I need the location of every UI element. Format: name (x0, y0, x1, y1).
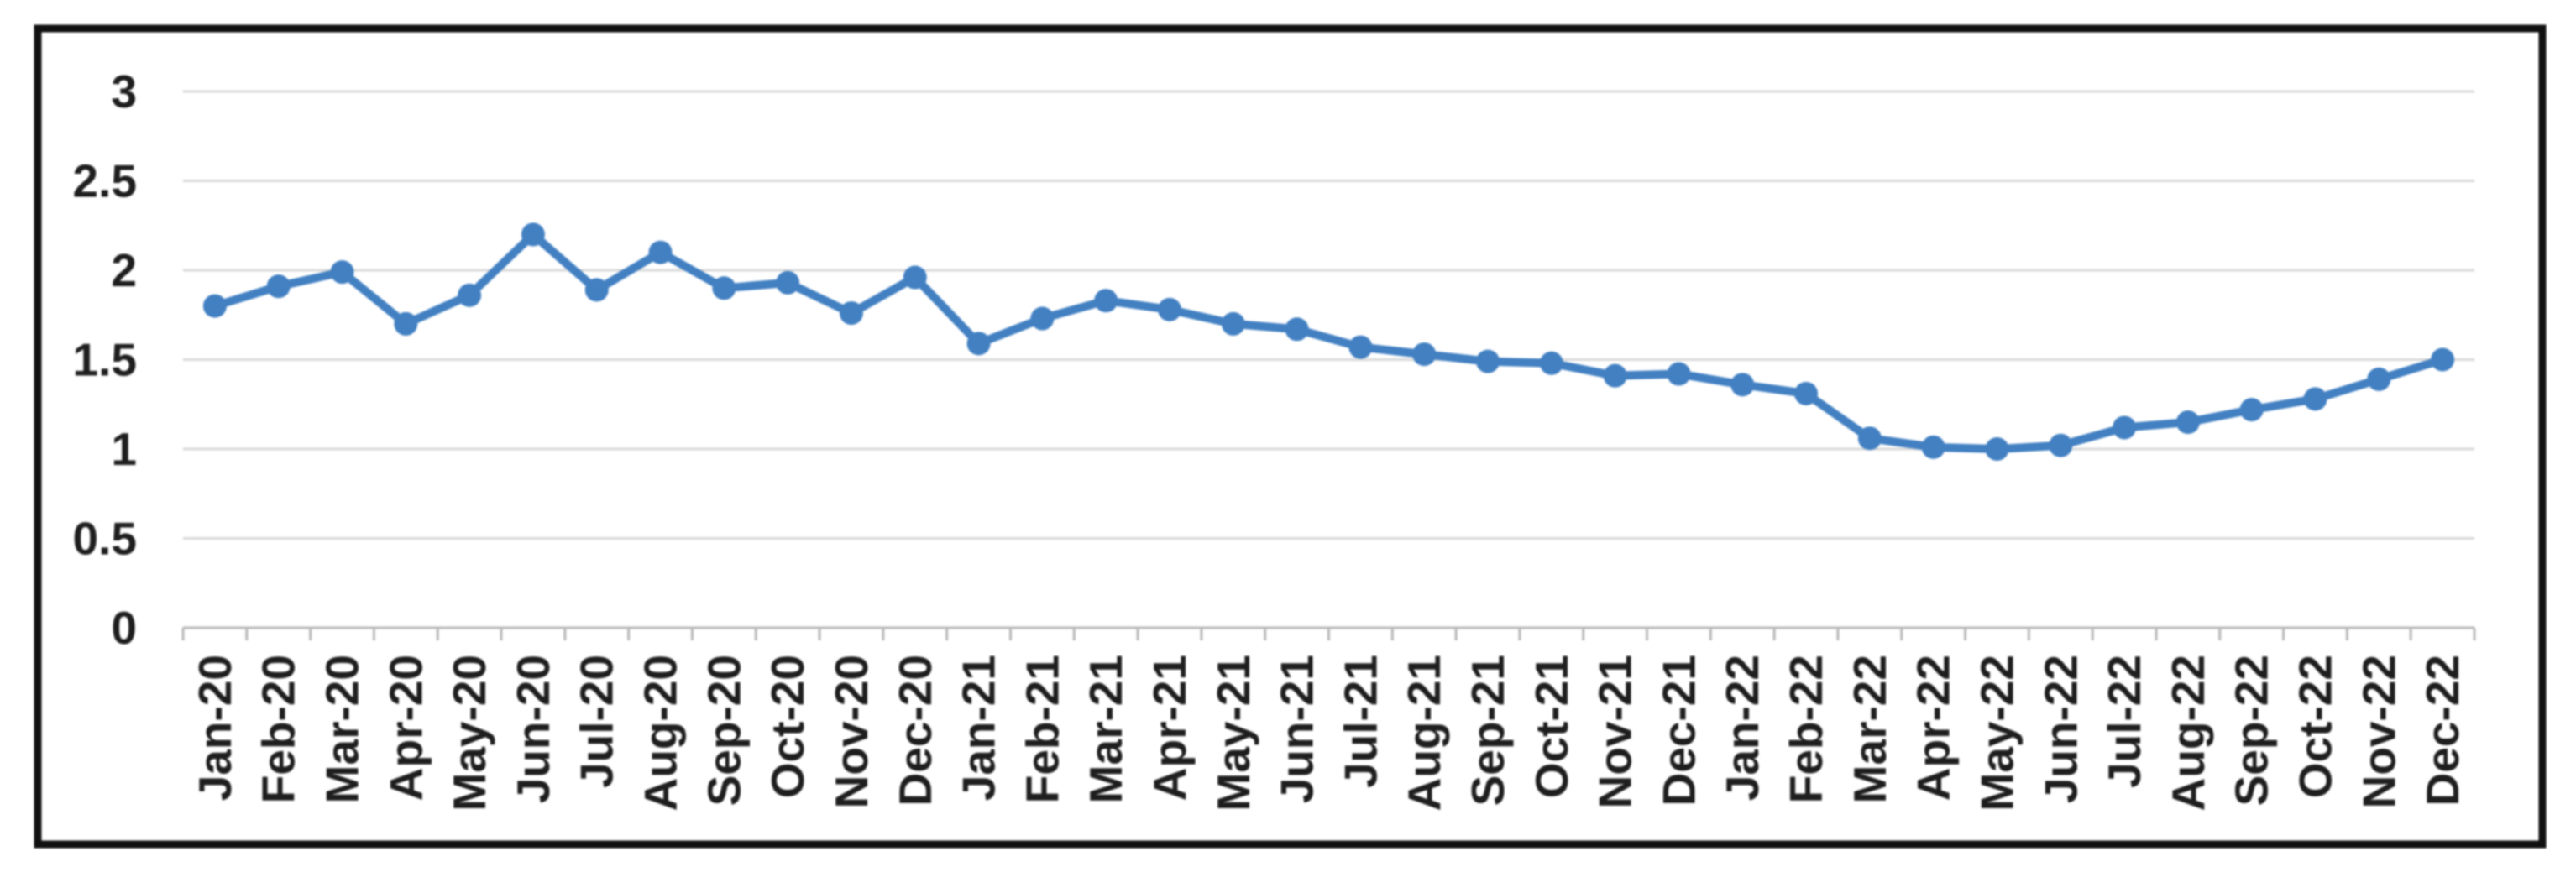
x-tick-label: Jan-21 (953, 655, 1005, 801)
x-tick-label: Aug-21 (1398, 655, 1450, 811)
y-tick-label: 3 (111, 65, 137, 117)
x-tick-label: Oct-22 (2289, 655, 2341, 798)
data-point-marker (1476, 349, 1500, 373)
x-tick-label: Nov-20 (825, 655, 877, 808)
x-tick-label: Dec-21 (1652, 655, 1704, 806)
x-tick-label: Sep-22 (2226, 655, 2278, 806)
y-tick-label: 1 (111, 423, 137, 475)
data-point-marker (2303, 387, 2327, 411)
x-tick-label: Jun-21 (1271, 655, 1323, 803)
x-tick-label: Jun-20 (507, 655, 559, 803)
x-tick-label: Mar-21 (1080, 655, 1132, 803)
data-point-marker (839, 301, 863, 326)
data-point-marker (903, 265, 927, 290)
x-tick-label: Feb-22 (1780, 655, 1832, 803)
data-point-marker (712, 276, 736, 300)
data-point-marker (584, 278, 609, 302)
data-point-marker (1730, 373, 1755, 397)
x-tick-label: Jan-22 (1716, 655, 1768, 801)
x-tick-label: Oct-20 (762, 655, 814, 798)
data-point-marker (521, 222, 545, 247)
data-point-marker (1921, 435, 1945, 459)
y-tick-label: 0 (111, 602, 137, 654)
x-tick-label: Feb-21 (1016, 655, 1068, 803)
data-point-marker (2367, 367, 2391, 391)
x-tick-label: Mar-20 (317, 655, 369, 803)
data-point-marker (202, 294, 227, 318)
data-point-marker (648, 240, 673, 264)
x-tick-label: May-21 (1207, 655, 1259, 811)
x-tick-label: Jun-22 (2034, 655, 2086, 803)
x-tick-label: Jul-21 (1334, 655, 1386, 788)
data-point-marker (1539, 351, 1563, 375)
x-tick-label: Jul-22 (2098, 655, 2150, 788)
x-tick-label: Sep-21 (1462, 655, 1514, 806)
x-tick-label: May-20 (443, 655, 495, 811)
data-point-marker (2175, 410, 2200, 435)
data-point-marker (776, 270, 800, 295)
y-tick-label: 0.5 (73, 513, 137, 565)
data-point-marker (2431, 347, 2455, 372)
y-tick-label: 1.5 (73, 334, 137, 386)
y-tick-label: 2 (111, 244, 137, 296)
data-point-marker (458, 283, 482, 307)
x-tick-label: Oct-21 (1526, 655, 1578, 798)
x-tick-label: Jan-20 (189, 655, 241, 801)
x-tick-label: Apr-22 (1908, 655, 1960, 801)
data-point-marker (1221, 311, 1245, 336)
x-tick-label: Feb-20 (253, 655, 305, 803)
x-tick-label: Sep-20 (698, 655, 750, 806)
data-point-marker (1985, 437, 2009, 461)
data-point-marker (1348, 335, 1373, 359)
data-point-marker (1412, 342, 1437, 367)
data-point-marker (1157, 297, 1181, 321)
x-tick-label: Dec-20 (889, 655, 941, 806)
data-point-marker (1285, 317, 1309, 342)
data-point-marker (966, 332, 991, 356)
x-tick-label: Aug-20 (635, 655, 687, 811)
data-point-marker (1794, 381, 1819, 405)
x-tick-label: Dec-22 (2416, 655, 2469, 806)
data-point-marker (1603, 363, 1627, 388)
x-tick-label: May-22 (1971, 655, 2023, 811)
data-point-marker (1667, 362, 1691, 386)
data-point-marker (1030, 306, 1055, 331)
data-point-marker (2239, 398, 2264, 422)
x-tick-label: Jul-20 (571, 655, 623, 788)
data-point-marker (330, 260, 354, 285)
x-tick-label: Nov-22 (2353, 655, 2405, 808)
data-point-marker (1094, 289, 1118, 313)
x-tick-label: Aug-22 (2162, 655, 2214, 811)
x-tick-label: Apr-21 (1144, 655, 1196, 801)
x-tick-label: Nov-21 (1589, 655, 1641, 808)
data-point-marker (1857, 426, 1882, 451)
data-point-marker (2113, 415, 2137, 440)
data-point-marker (394, 311, 418, 336)
x-tick-label: Mar-22 (1844, 655, 1896, 803)
x-tick-label: Apr-20 (380, 655, 432, 801)
y-tick-label: 2.5 (73, 155, 137, 207)
data-point-marker (266, 274, 291, 299)
data-point-marker (2049, 433, 2073, 457)
